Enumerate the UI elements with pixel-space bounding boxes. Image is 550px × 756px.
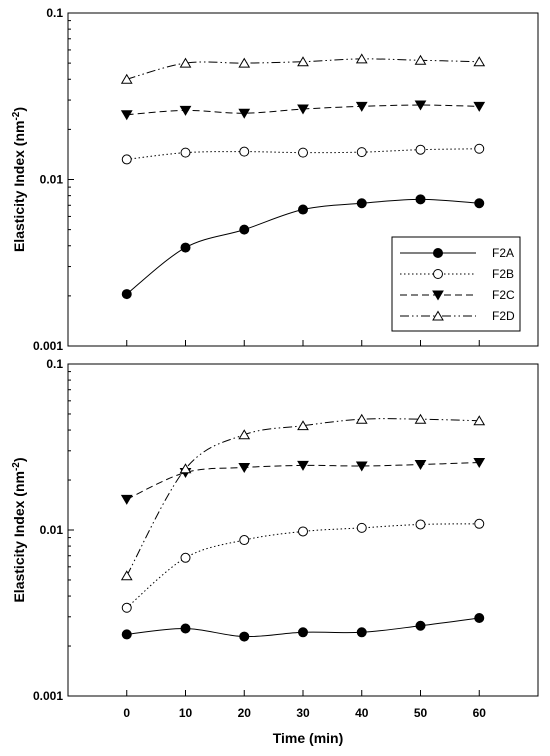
data-point-F2A xyxy=(474,613,485,624)
y-axis-title: Elasticity Index (nm-2) xyxy=(11,107,27,252)
legend-marker-F2C xyxy=(432,290,444,301)
data-point-F2C xyxy=(297,460,309,471)
data-point-F2D xyxy=(355,53,368,64)
data-point-F2A xyxy=(121,629,132,640)
data-point-F2B xyxy=(474,518,485,529)
data-point-F2C xyxy=(473,458,486,469)
data-point-F2C xyxy=(414,460,427,471)
x-tick-label: 50 xyxy=(414,706,428,720)
data-point-F2B xyxy=(121,602,132,613)
series-F2C xyxy=(120,100,486,121)
data-point-F2D xyxy=(473,415,486,426)
series-F2B xyxy=(121,143,485,165)
data-point-F2D xyxy=(297,420,309,431)
y-axis-title: Elasticity Index (nm-2) xyxy=(11,457,27,602)
data-point-F2B xyxy=(474,143,485,154)
data-point-F2C xyxy=(355,461,368,472)
data-point-F2B xyxy=(298,147,308,158)
y-tick-label: 0.01 xyxy=(40,523,64,537)
data-point-F2A xyxy=(356,198,367,209)
series-F2D xyxy=(120,413,486,581)
series-F2A xyxy=(121,613,485,642)
series-F2A xyxy=(121,194,485,300)
data-point-F2A xyxy=(121,289,132,300)
data-point-F2D xyxy=(414,413,427,424)
data-point-F2C xyxy=(473,101,486,112)
data-point-F2D xyxy=(473,56,486,67)
x-tick-label: 0 xyxy=(123,706,130,720)
data-point-F2B xyxy=(356,147,367,158)
legend-label-F2B: F2B xyxy=(492,267,514,281)
data-point-F2D xyxy=(238,57,251,68)
data-point-F2D xyxy=(414,54,427,65)
series-line-F2D xyxy=(126,418,480,577)
data-point-F2D xyxy=(120,73,133,84)
data-point-F2D xyxy=(120,570,133,581)
y-tick-label: 0.001 xyxy=(33,689,63,703)
data-point-F2A xyxy=(180,623,191,634)
data-point-F2B xyxy=(356,522,367,533)
data-point-F2C xyxy=(238,108,251,119)
data-point-F2B xyxy=(415,519,426,530)
legend-label-F2D: F2D xyxy=(492,309,515,323)
series-F2D xyxy=(120,53,486,84)
x-tick-label: 30 xyxy=(296,706,310,720)
legend-marker-F2A xyxy=(433,248,443,258)
data-point-F2C xyxy=(297,104,309,115)
data-point-F2D xyxy=(179,57,192,68)
data-point-F2C xyxy=(238,462,251,473)
data-point-F2A xyxy=(474,198,485,209)
legend-label-F2A: F2A xyxy=(492,246,514,260)
data-point-F2D xyxy=(297,56,309,67)
y-tick-label: 0.1 xyxy=(46,6,63,20)
bottom-panel: 0.001 0.01 0.1 0 10 20 30 40 50 60 Elasticity Inde… xyxy=(11,357,539,720)
data-point-F2C xyxy=(414,100,427,111)
data-point-F2B xyxy=(180,147,191,158)
data-point-F2B xyxy=(180,552,191,563)
data-point-F2A xyxy=(239,224,250,235)
data-point-F2C xyxy=(355,101,368,112)
data-point-F2A xyxy=(415,194,426,205)
x-axis-title: Time (min) xyxy=(273,730,344,746)
legend-marker-F2B xyxy=(433,269,443,279)
x-tick-label: 20 xyxy=(238,706,252,720)
legend-label-F2C: F2C xyxy=(492,288,515,302)
data-point-F2C xyxy=(179,105,192,116)
data-point-F2B xyxy=(121,154,132,165)
data-point-F2A xyxy=(415,620,426,631)
y-tick-label: 0.001 xyxy=(33,339,63,353)
data-point-F2A xyxy=(180,242,191,253)
x-tick-label: 40 xyxy=(355,706,369,720)
series-F2B xyxy=(121,518,485,613)
data-point-F2C xyxy=(120,110,133,121)
y-tick-label: 0.1 xyxy=(46,357,63,371)
data-point-F2A xyxy=(298,204,308,215)
data-point-F2C xyxy=(120,494,133,505)
x-tick-label: 60 xyxy=(473,706,487,720)
data-point-F2D xyxy=(179,463,192,474)
x-tick-label: 10 xyxy=(179,706,193,720)
y-tick-label: 0.01 xyxy=(40,173,64,187)
legend-marker-F2D xyxy=(432,310,444,321)
data-point-F2A xyxy=(298,627,308,638)
data-point-F2B xyxy=(415,144,426,155)
data-point-F2A xyxy=(356,627,367,638)
legend: F2A F2B F2C F2D xyxy=(391,236,521,332)
data-point-F2B xyxy=(239,146,250,157)
data-point-F2D xyxy=(238,429,251,440)
data-point-F2A xyxy=(239,631,250,642)
data-point-F2D xyxy=(355,413,368,424)
data-point-F2B xyxy=(298,526,308,537)
data-point-F2B xyxy=(239,535,250,546)
